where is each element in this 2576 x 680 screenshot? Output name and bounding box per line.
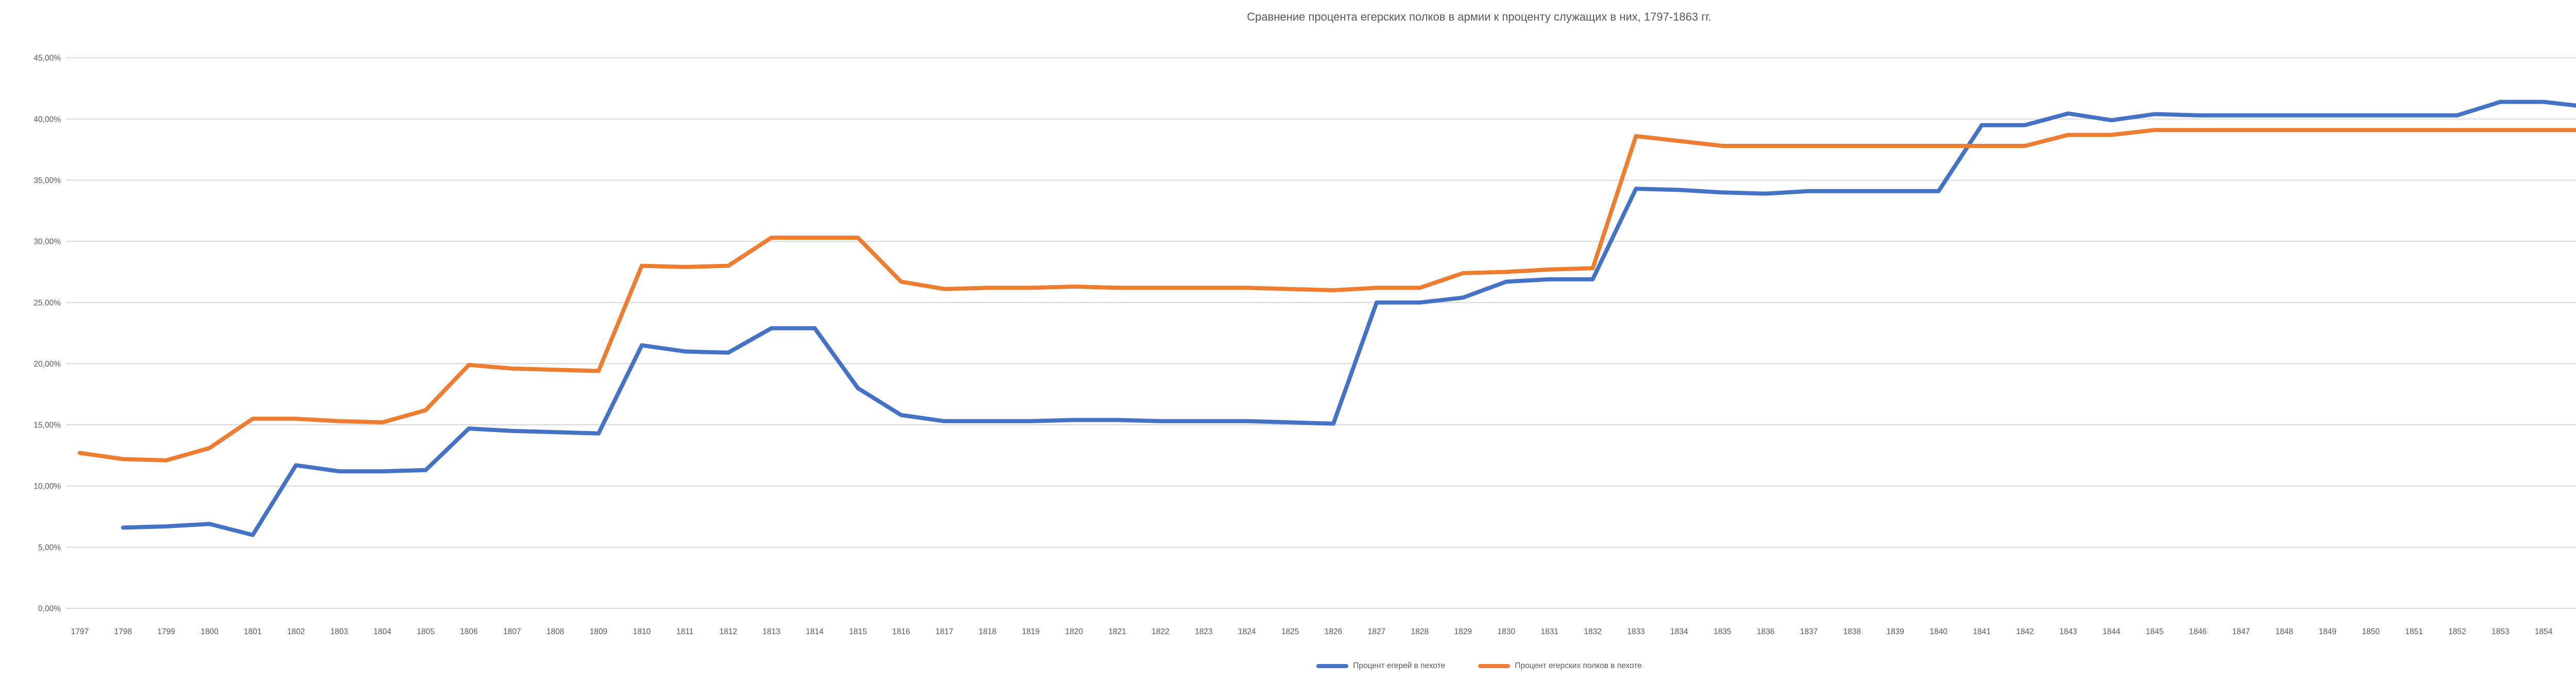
y-axis-tick-label: 20,00% — [33, 360, 61, 369]
y-axis-tick-label: 0,00% — [38, 605, 61, 613]
x-axis-tick-label: 1854 — [2535, 627, 2553, 636]
legend-label-egerei: Процент егерей в пехоте — [1353, 661, 1446, 670]
y-axis-tick-label: 40,00% — [33, 115, 61, 124]
x-axis-tick-label: 1819 — [1022, 627, 1040, 636]
x-axis-tick-label: 1829 — [1454, 627, 1472, 636]
x-axis-tick-label: 1818 — [979, 627, 996, 636]
y-axis-tick-label: 30,00% — [33, 238, 61, 246]
x-axis-tick-label: 1798 — [114, 627, 132, 636]
legend-item-egerei[interactable]: Процент егерей в пехоте — [1316, 661, 1445, 671]
x-axis-tick-label: 1813 — [762, 627, 780, 636]
legend: Процент егерей в пехоте Процент егерских… — [0, 661, 2576, 671]
x-axis-tick-label: 1849 — [2319, 627, 2336, 636]
x-axis-tick-label: 1800 — [200, 627, 218, 636]
x-axis-tick-label: 1814 — [806, 627, 824, 636]
x-axis-tick-label: 1823 — [1195, 627, 1212, 636]
x-axis-tick-label: 1835 — [1714, 627, 1731, 636]
x-axis-tick-label: 1836 — [1757, 627, 1774, 636]
x-axis-tick-label: 1807 — [503, 627, 521, 636]
x-axis-tick-label: 1817 — [936, 627, 953, 636]
x-axis-tick-label: 1842 — [2016, 627, 2033, 636]
x-axis-tick-label: 1824 — [1238, 627, 1256, 636]
x-axis-tick-label: 1852 — [2448, 627, 2466, 636]
series-line-orange — [78, 128, 2576, 462]
x-axis-tick-label: 1846 — [2189, 627, 2207, 636]
x-axis-tick-label: 1801 — [244, 627, 261, 636]
x-axis-tick-label: 1830 — [1497, 627, 1515, 636]
legend-label-egerskih-polkov: Процент егерских полков в пехоте — [1515, 661, 1642, 670]
x-axis-tick-label: 1850 — [2362, 627, 2380, 636]
x-axis-tick-label: 1832 — [1584, 627, 1601, 636]
y-axis-tick-label: 35,00% — [33, 176, 61, 185]
x-axis-tick-label: 1834 — [1670, 627, 1688, 636]
x-axis-tick-label: 1802 — [287, 627, 304, 636]
x-axis-tick-label: 1847 — [2232, 627, 2250, 636]
x-axis-tick-label: 1853 — [2492, 627, 2509, 636]
x-axis-tick-label: 1811 — [676, 627, 693, 636]
x-axis-tick-label: 1797 — [71, 627, 89, 636]
x-axis-tick-label: 1822 — [1151, 627, 1169, 636]
x-axis-tick-label: 1799 — [158, 627, 175, 636]
x-axis-tick-label: 1808 — [547, 627, 564, 636]
chart-title: Сравнение процента егерских полков в арм… — [1247, 10, 1711, 23]
x-axis-tick-label: 1838 — [1843, 627, 1861, 636]
x-axis-tick-label: 1851 — [2405, 627, 2422, 636]
y-axis-tick-label: 45,00% — [33, 54, 61, 63]
x-axis-tick-label: 1839 — [1887, 627, 1904, 636]
x-axis-tick-label: 1837 — [1800, 627, 1818, 636]
legend-item-egerskih-polkov[interactable]: Процент егерских полков в пехоте — [1478, 661, 1642, 671]
x-axis-tick-label: 1831 — [1540, 627, 1558, 636]
x-axis-tick-label: 1828 — [1411, 627, 1429, 636]
x-axis-tick-label: 1806 — [460, 627, 478, 636]
x-axis-tick-label: 1826 — [1325, 627, 1342, 636]
x-axis-tick-label: 1810 — [633, 627, 651, 636]
x-axis-tick-label: 1844 — [2103, 627, 2121, 636]
x-axis-tick-label: 1812 — [719, 627, 737, 636]
x-axis-tick-label: 1833 — [1627, 627, 1645, 636]
y-axis-tick-label: 25,00% — [33, 298, 61, 307]
x-axis-tick-label: 1843 — [2059, 627, 2077, 636]
x-axis-tick-label: 1827 — [1368, 627, 1385, 636]
legend-marker-orange-line-icon — [1478, 664, 1511, 668]
legend-marker-blue-line-icon — [1316, 664, 1349, 668]
x-axis-tick-label: 1815 — [849, 627, 867, 636]
series-line-blue — [121, 99, 2576, 537]
x-axis-tick-label: 1816 — [892, 627, 910, 636]
x-axis-tick-label: 1848 — [2276, 627, 2293, 636]
x-axis-tick-label: 1820 — [1065, 627, 1083, 636]
x-axis-tick-label: 1809 — [590, 627, 607, 636]
x-axis-tick-label: 1841 — [1973, 627, 1990, 636]
y-axis-tick-label: 5,00% — [38, 543, 61, 552]
y-axis-tick-label: 15,00% — [33, 421, 61, 430]
x-axis-tick-label: 1840 — [1929, 627, 1947, 636]
x-axis-tick-label: 1803 — [330, 627, 348, 636]
x-axis-tick-label: 1821 — [1108, 627, 1126, 636]
y-axis-tick-label: 10,00% — [33, 482, 61, 491]
x-axis-tick-label: 1805 — [417, 627, 434, 636]
x-axis-tick-label: 1845 — [2146, 627, 2163, 636]
x-axis-tick-label: 1825 — [1281, 627, 1299, 636]
x-axis-tick-label: 1804 — [374, 627, 392, 636]
